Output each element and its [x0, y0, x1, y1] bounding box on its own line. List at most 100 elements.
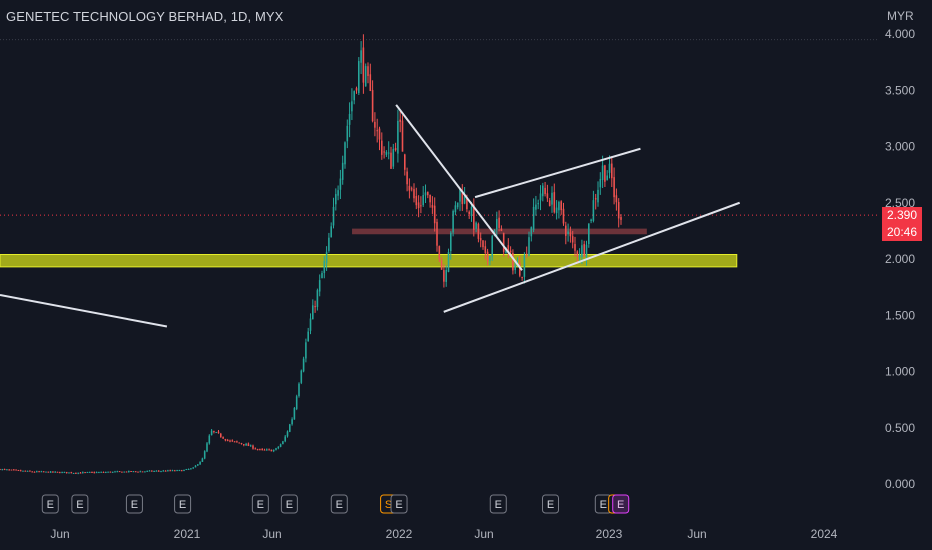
candle: [404, 154, 406, 170]
candle: [429, 194, 431, 203]
candle: [56, 471, 59, 473]
candle: [604, 165, 606, 182]
candle: [585, 244, 588, 258]
last-price-label: 2.390: [882, 207, 922, 224]
candle: [433, 205, 436, 224]
earnings-marker[interactable]: [125, 494, 143, 514]
candle: [512, 252, 514, 271]
candle: [42, 471, 45, 473]
candle: [286, 431, 289, 437]
candle: [466, 198, 468, 210]
earnings_upcoming-marker[interactable]: [612, 494, 630, 514]
candle: [588, 223, 590, 245]
candle: [427, 191, 429, 196]
candle: [413, 189, 415, 199]
earnings-marker[interactable]: [71, 494, 89, 514]
candle: [445, 269, 447, 282]
candle: [171, 470, 174, 472]
earnings-marker[interactable]: [330, 494, 348, 514]
candle: [305, 342, 307, 359]
candle: [282, 441, 284, 445]
candle: [33, 471, 36, 473]
y-tick-label: 0.500: [885, 421, 915, 435]
candle: [606, 175, 608, 181]
candle: [592, 200, 595, 221]
candle: [597, 189, 599, 203]
trendline[interactable]: [395, 104, 523, 271]
candle: [406, 171, 408, 185]
candle: [220, 433, 222, 437]
candle: [98, 472, 100, 474]
candle: [72, 473, 75, 475]
earnings-marker-label: E: [76, 499, 83, 511]
candle: [578, 255, 581, 258]
earnings-marker[interactable]: [489, 494, 507, 514]
candle: [581, 245, 583, 258]
candle: [291, 419, 293, 425]
candle: [525, 253, 528, 255]
candle: [59, 472, 61, 474]
candle: [443, 270, 445, 282]
candle: [383, 151, 385, 153]
candle: [31, 471, 33, 473]
candle: [217, 431, 220, 434]
candle: [77, 472, 79, 474]
candle: [473, 204, 475, 230]
y-tick-label: 1.000: [885, 365, 915, 379]
candle: [91, 472, 93, 474]
candle: [468, 211, 470, 215]
candle: [151, 470, 153, 472]
candle: [203, 451, 206, 459]
candle: [194, 465, 197, 468]
candle: [63, 471, 66, 473]
candle: [100, 471, 102, 473]
earnings-marker[interactable]: [41, 494, 59, 514]
candle: [169, 470, 171, 472]
candle: [318, 280, 321, 292]
candle: [116, 471, 119, 473]
trendline[interactable]: [443, 201, 741, 313]
trendline[interactable]: [474, 147, 641, 199]
earnings-marker-label: E: [547, 499, 554, 511]
candle: [272, 450, 275, 452]
earnings-marker[interactable]: [280, 494, 298, 514]
candle: [348, 114, 351, 125]
candle: [562, 208, 565, 224]
candle: [431, 205, 434, 208]
candle: [300, 370, 303, 383]
candle: [8, 469, 10, 471]
candle: [75, 472, 77, 474]
support-zone[interactable]: [0, 254, 738, 268]
earnings-marker[interactable]: [390, 494, 408, 514]
trendline[interactable]: [0, 294, 168, 328]
resistance-zone[interactable]: [352, 228, 647, 235]
candle: [456, 202, 459, 208]
candle: [79, 472, 82, 474]
earnings-marker-label: E: [600, 499, 607, 511]
candle: [208, 435, 211, 444]
earnings-marker[interactable]: [542, 494, 560, 514]
candle: [153, 471, 155, 473]
earnings-marker[interactable]: [251, 494, 269, 514]
candle: [15, 469, 17, 471]
candle: [307, 331, 309, 342]
candle: [82, 472, 84, 474]
candle: [3, 469, 6, 471]
candle: [482, 240, 484, 248]
candle: [335, 194, 337, 205]
candle: [279, 444, 282, 447]
candle: [245, 443, 247, 446]
candle: [371, 90, 374, 122]
candle: [162, 470, 165, 472]
candle: [330, 226, 332, 238]
candle: [528, 237, 530, 256]
candle: [289, 424, 291, 432]
candle: [178, 470, 181, 472]
candle: [38, 471, 40, 473]
candle: [68, 472, 70, 474]
earnings-marker[interactable]: [174, 494, 192, 514]
earnings-marker-label: E: [47, 499, 54, 511]
candle: [479, 238, 482, 241]
candle: [438, 246, 441, 260]
